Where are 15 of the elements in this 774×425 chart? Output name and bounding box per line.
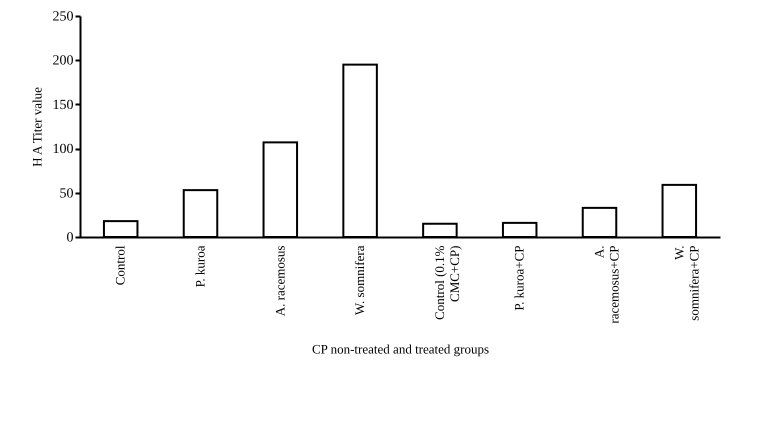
y-tick-label: 150 (52, 98, 74, 113)
x-tick-label: W. somnifera (352, 245, 368, 316)
x-tick-label: A. racemosus+CP (592, 246, 622, 324)
y-tick-label: 250 (52, 10, 74, 24)
y-tick-label: 200 (52, 54, 74, 69)
x-tick-label: A. racemosus (272, 246, 288, 316)
x-tick-label: Control (112, 245, 128, 286)
x-axis-title: CP non-treated and treated groups (312, 342, 490, 357)
x-tick-label: P. kuroa (192, 245, 208, 288)
y-tick-label: 100 (52, 142, 74, 158)
x-tick-label: Control (0.1% CMC+CP) (432, 245, 462, 320)
y-tick-label: 0 (66, 230, 74, 246)
y-axis-title: H A Titer value (30, 86, 44, 167)
x-tick-label: P. kuroa+CP (512, 246, 527, 311)
y-tick-label: 50 (60, 186, 74, 202)
